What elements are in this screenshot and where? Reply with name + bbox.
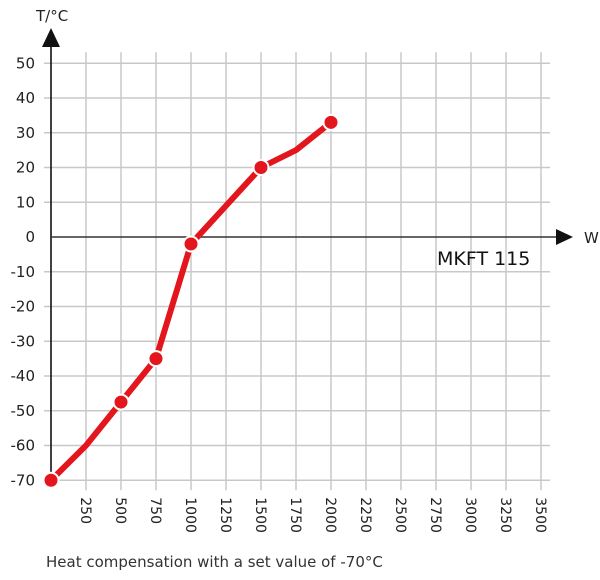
y-tick-label: -70 (11, 471, 36, 489)
x-tick-label: 2250 (357, 497, 373, 533)
y-tick-label: -10 (11, 263, 36, 281)
data-point-marker (147, 350, 165, 368)
y-tick-label: 50 (16, 54, 35, 72)
x-axis-tick-labels: 250 500 750 1000 1250 1500 1750 2000 2250 2500 275… (77, 497, 548, 533)
x-tick-label: 1750 (287, 497, 303, 533)
y-tick-label: -20 (11, 298, 36, 316)
y-tick-label: 20 (16, 159, 35, 177)
y-axis-tick-labels: 50 40 30 20 10 0 -10 -20 -30 -40 -50 -60 -70 (11, 54, 36, 489)
y-tick-label: 40 (16, 89, 35, 107)
x-tick-label: 3000 (462, 497, 478, 533)
data-point-marker (42, 471, 60, 489)
x-tick-label: 1000 (182, 497, 198, 533)
x-axis-title: W (584, 229, 599, 247)
x-tick-label: 2750 (427, 497, 443, 533)
x-tick-label: 3500 (532, 497, 548, 533)
x-tick-label: 250 (77, 497, 93, 524)
y-axis-title: T/°C (35, 7, 68, 25)
y-tick-label: -50 (11, 402, 36, 420)
x-tick-label: 1250 (217, 497, 233, 533)
y-tick-label: -40 (11, 367, 36, 385)
y-tick-label: 30 (16, 124, 35, 142)
data-series (42, 113, 340, 489)
y-tick-label: 10 (16, 193, 35, 211)
x-tick-label: 500 (112, 497, 128, 524)
axes (42, 28, 573, 481)
x-tick-label: 2500 (392, 497, 408, 533)
x-tick-label: 750 (147, 497, 163, 524)
y-tick-label: -30 (11, 332, 36, 350)
grid-lines (44, 52, 550, 491)
y-tick-label: 0 (25, 228, 35, 246)
data-point-marker (182, 235, 200, 253)
model-label: MKFT 115 (437, 248, 530, 270)
x-tick-label: 2000 (322, 497, 338, 533)
x-axis-arrow-icon (556, 229, 573, 245)
x-tick-label: 3250 (497, 497, 513, 533)
data-point-marker (322, 113, 340, 131)
x-tick-label: 1500 (252, 497, 268, 533)
chart-caption: Heat compensation with a set value of -7… (46, 553, 383, 571)
y-tick-label: -60 (11, 437, 36, 455)
data-point-marker (112, 393, 130, 411)
data-point-marker (252, 159, 270, 176)
y-axis-arrow-icon (42, 28, 60, 47)
